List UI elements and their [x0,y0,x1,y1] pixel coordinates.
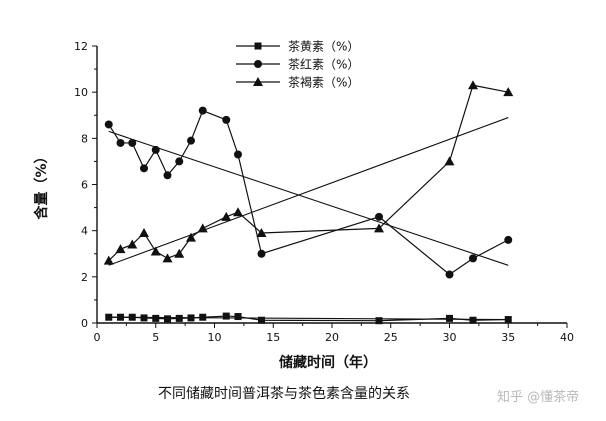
theaflavin-legend-label: 茶黄素（%） [288,39,359,54]
theabrownin-line [108,84,509,262]
y-tick-label: 0 [81,317,88,330]
figure-caption: 不同储藏时间普洱茶与茶色素含量的关系 [158,386,410,402]
thearubigin-point [504,235,513,244]
theaflavin-point [187,314,195,322]
x-tick-label: 20 [325,331,339,344]
theabrownin-point [174,248,185,258]
thearubigin-point [257,249,266,258]
y-tick-label: 8 [81,132,88,145]
theabrownin-point [197,223,208,233]
x-axis-title: 储藏时间（年） [278,354,377,371]
theaflavin-point [128,313,136,321]
x-tick-label: 5 [152,331,159,344]
x-tick-label: 35 [501,331,515,344]
theaflavin-point [164,315,171,323]
y-tick-label: 12 [74,40,88,53]
thearubigin-point [151,145,160,154]
y-tick-label: 2 [81,271,88,284]
theabrownin-point [374,223,384,233]
theaflavin-point [105,313,113,321]
chart-markers [103,80,514,325]
theaflavin-point [117,313,124,321]
theabrownin-point [139,227,149,237]
theaflavin-legend-marker [254,42,262,50]
theabrownin-legend-marker [253,77,263,86]
x-tick-label: 30 [443,331,457,344]
thearubigin-point [445,270,454,279]
theabrownin-point [115,244,126,254]
thearubigin-point [222,115,231,124]
thearubigin-legend-marker [254,60,262,68]
y-tick-label: 10 [74,86,88,99]
theabrownin-point [186,232,196,242]
thearubigin-trendline [108,130,509,266]
theabrownin-point [103,255,114,265]
thearubigin-point [140,164,148,173]
theabrownin-point [233,207,243,217]
theaflavin-point [234,313,242,321]
theaflavin-point [152,314,160,322]
theaflavin-point [446,314,453,322]
thearubigin-line [108,109,509,276]
theaflavin-point [469,316,477,324]
x-tick-label: 0 [94,331,101,344]
theaflavin-point [375,317,383,325]
x-tick-label: 40 [560,331,574,344]
thearubigin-point [198,106,207,115]
theabrownin-point [127,239,138,249]
thearubigin-point [175,157,184,166]
theaflavin-point [175,314,183,322]
theabrownin-point [162,253,173,263]
theabrownin-point [444,156,455,166]
thearubigin-legend-label: 茶红素（%） [288,57,359,72]
x-tick-label: 10 [208,331,222,344]
chart-trendlines [108,117,509,321]
thearubigin-point [128,138,137,147]
x-tick-label: 15 [266,331,280,344]
theabrownin-point [503,87,514,97]
watermark: 知乎 @懂茶帝 [497,390,580,405]
theabrownin-point [256,227,267,237]
chart-series-lines [108,84,509,322]
theabrownin-point [150,246,161,256]
y-tick-label: 6 [81,179,88,192]
theaflavin-point [140,314,148,322]
thearubigin-point [469,254,477,263]
theabrownin-point [221,211,232,221]
theaflavin-point [199,313,207,321]
thearubigin-point [104,120,113,129]
theaflavin-point [222,312,230,320]
y-tick-label: 4 [81,225,88,238]
theabrownin-point [468,80,478,90]
thearubigin-point [375,212,383,221]
theaflavin-point [504,316,512,324]
x-tick-label: 25 [384,331,398,344]
theabrownin-legend-label: 茶褐素（%） [288,75,359,90]
thearubigin-point [187,136,195,145]
chart-legend: 茶黄素（%） 茶红素（%） 茶褐素（%） [236,39,359,90]
y-axis-title: 含量（%） [33,149,50,219]
thearubigin-point [234,150,242,159]
chart-axes: 0 5 10 15 20 25 30 35 40 0 2 4 6 8 10 12 储藏时间（年） 含量（%） [33,40,574,371]
thearubigin-point [116,138,125,147]
theaflavin-point [258,316,265,324]
theabrownin-trendline [108,117,509,266]
theaflavin-line [108,315,509,322]
thearubigin-point [163,171,172,180]
